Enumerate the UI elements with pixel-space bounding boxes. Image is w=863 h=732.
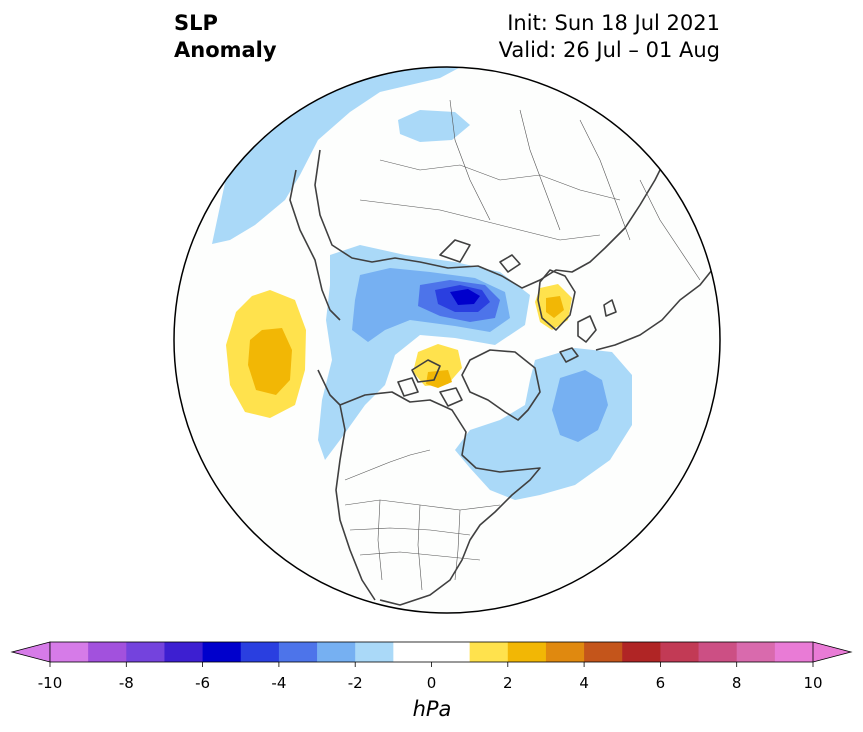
colorbar-swatch — [164, 642, 204, 662]
valid-date: Valid: 26 Jul – 01 Aug — [498, 38, 720, 62]
country-borders — [344, 99, 701, 591]
colorbar-swatch — [278, 642, 318, 662]
colorbar-tick-label: 10 — [803, 674, 822, 692]
colorbar-swatch — [202, 642, 242, 662]
colorbar-tick-label: -2 — [348, 674, 363, 692]
date-info: Init: Sun 18 Jul 2021 Valid: 26 Jul – 01… — [499, 10, 720, 64]
anomaly-orange-canadian-arctic — [426, 370, 452, 388]
anomaly-darkest-blue-arctic-core — [450, 289, 480, 305]
colorbar-swatch — [88, 642, 127, 662]
anomaly-light-blue-pacific-arctic — [212, 67, 470, 244]
colorbar-tick-label: 0 — [427, 674, 437, 692]
colorbar-swatch — [393, 642, 432, 662]
colorbar-swatch — [660, 642, 700, 662]
anomaly-medium-blue-atlantic — [552, 370, 608, 442]
colorbar-swatch — [431, 642, 471, 662]
colorbar-swatch — [469, 642, 509, 662]
colorbar-swatch — [317, 642, 356, 662]
colorbar-tick-label: -10 — [38, 674, 63, 692]
colorbar-tick-label: -6 — [195, 674, 210, 692]
colorbar-swatch — [622, 642, 661, 662]
colorbar-tick-label: -8 — [119, 674, 134, 692]
map-title: SLP Anomaly — [174, 10, 277, 64]
colorbar-swatch — [736, 642, 776, 662]
anomaly-orange-scandinavia — [546, 296, 564, 318]
colorbar-swatch — [240, 642, 280, 662]
colorbar-tick-label: 8 — [732, 674, 742, 692]
colorbar-extend-right — [812, 641, 853, 663]
colorbar-tick-label: 6 — [656, 674, 666, 692]
title-line-1: SLP — [174, 11, 218, 35]
colorbar-swatch — [545, 642, 585, 662]
colorbar-tick-label: 4 — [579, 674, 589, 692]
colorbar-swatch — [355, 642, 394, 662]
colorbar-swatch — [698, 642, 738, 662]
colorbar-extend-left — [10, 641, 51, 663]
anomaly-orange-pacific — [248, 328, 292, 395]
colorbar-unit-label: hPa — [413, 697, 452, 721]
colorbar-swatch — [50, 642, 89, 662]
colorbar-swatch — [584, 642, 623, 662]
map-border — [173, 66, 721, 614]
init-date: Init: Sun 18 Jul 2021 — [507, 11, 720, 35]
colorbar-swatch — [507, 642, 547, 662]
colorbar-tick-label: -4 — [271, 674, 286, 692]
coastlines — [289, 149, 713, 606]
title-line-2: Anomaly — [174, 38, 277, 62]
colorbar-swatch — [126, 642, 165, 662]
colorbar-tick-label: 2 — [503, 674, 513, 692]
colorbar-swatch — [774, 642, 814, 662]
